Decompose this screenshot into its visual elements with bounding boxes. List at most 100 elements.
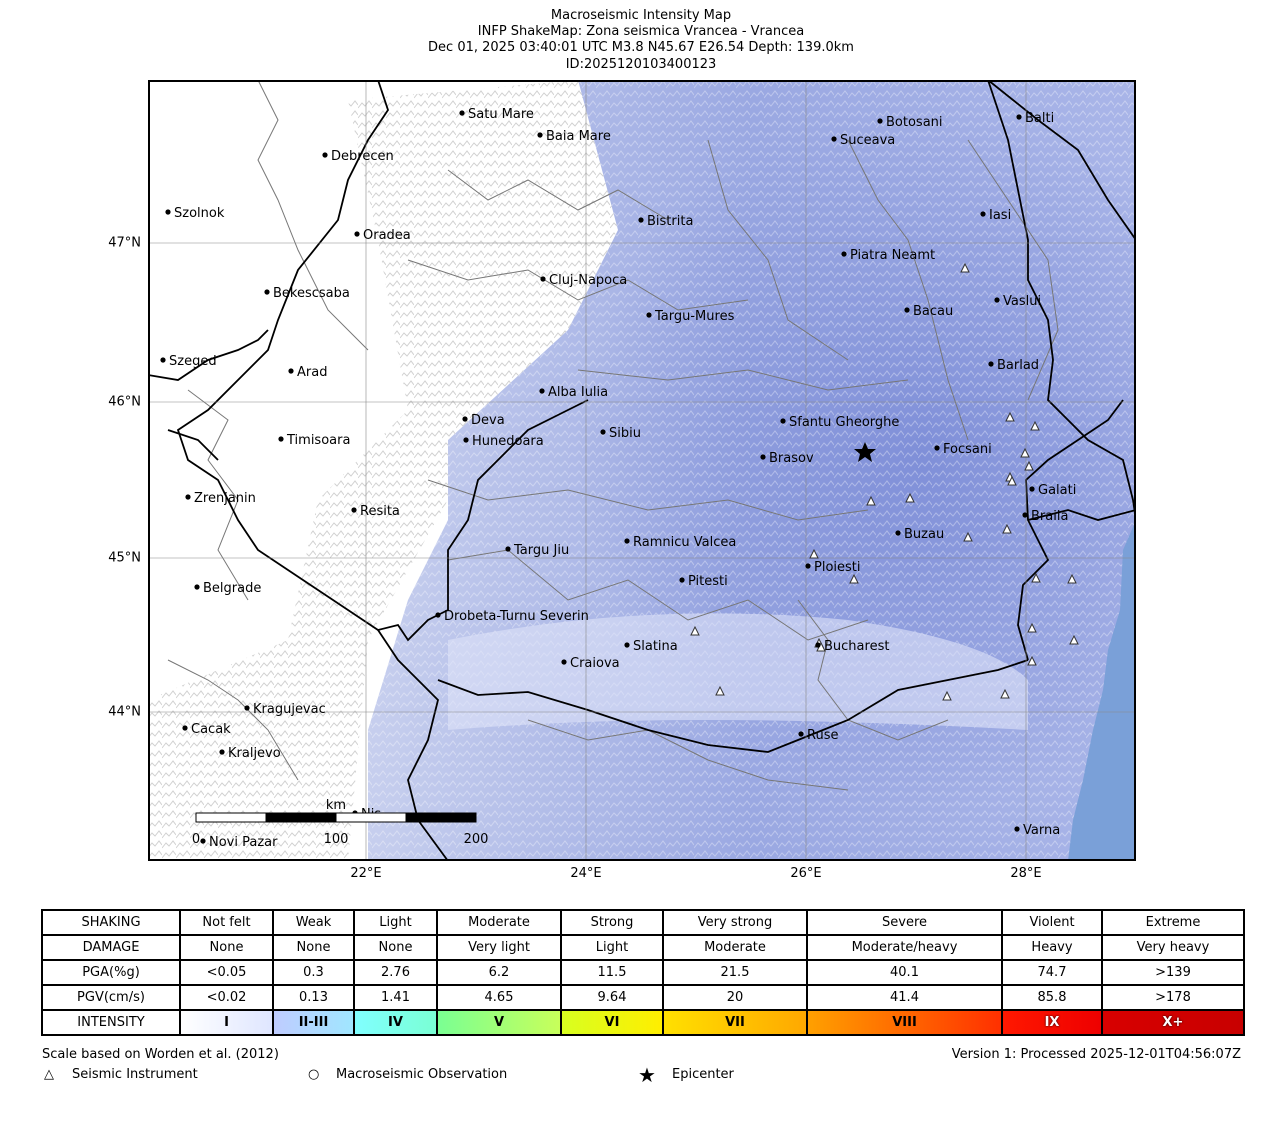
legend-cell: None	[353, 934, 438, 961]
scale-label-0: 0	[192, 832, 200, 847]
city-label: Satu Mare	[468, 107, 534, 122]
city-satu-mare: Satu Mare	[459, 107, 534, 122]
city-cluj-napoca: Cluj-Napoca	[540, 273, 627, 288]
city-slatina: Slatina	[624, 639, 678, 654]
city-label: Deva	[471, 413, 505, 428]
city-label: Barlad	[997, 358, 1039, 373]
city-bacau: Bacau	[904, 304, 953, 319]
city-label: Ploiesti	[814, 560, 861, 575]
city-label: Sibiu	[609, 426, 641, 441]
lon-tick-28: 28°E	[1010, 866, 1042, 881]
key-epicenter: Epicenter	[672, 1067, 734, 1082]
lat-tick-47: 47°N	[108, 235, 141, 251]
city-szolnok: Szolnok	[165, 206, 225, 221]
city-label: Szolnok	[174, 206, 225, 221]
station-triangle	[1005, 411, 1015, 422]
legend-cell: Not felt	[179, 909, 274, 936]
city-label: Bekescsaba	[273, 286, 350, 301]
city-barlad: Barlad	[988, 358, 1039, 373]
city-label: Arad	[297, 365, 327, 380]
seismic-stations	[690, 262, 1079, 701]
city-label: Vaslui	[1003, 294, 1041, 309]
city-buzau: Buzau	[895, 527, 944, 542]
scale-unit: km	[326, 798, 346, 813]
star-icon: ★	[638, 1063, 656, 1087]
city-galati: Galati	[1029, 483, 1076, 498]
legend-row-label: SHAKING	[41, 909, 181, 936]
city-deva: Deva	[462, 413, 505, 428]
city-label: Ramnicu Valcea	[633, 535, 736, 550]
legend-row-label: PGV(cm/s)	[41, 984, 181, 1011]
map-subtitle: INFP ShakeMap: Zona seismica Vrancea - V…	[477, 24, 805, 39]
city-label: Baia Mare	[546, 129, 611, 144]
station-triangle	[866, 495, 876, 506]
city-label: Cluj-Napoca	[549, 273, 627, 288]
epicenter-star	[854, 442, 876, 462]
city-bekescsaba: Bekescsaba	[264, 286, 350, 301]
station-triangle	[960, 262, 970, 273]
city-label: Sfantu Gheorghe	[789, 415, 899, 430]
graticule	[148, 80, 1136, 861]
danube-plain	[448, 613, 1028, 730]
legend-cell: None	[272, 934, 355, 961]
legend-cell: 6.2	[436, 959, 562, 986]
legend-cell: Light	[353, 909, 438, 936]
intensity-map[interactable]: Satu Mare Baia Mare Debrecen Botosani Balti S…	[148, 80, 1136, 861]
legend-cell: 11.5	[560, 959, 664, 986]
city-label: Balti	[1025, 111, 1054, 126]
legend-row-shaking: SHAKING Not felt Weak Light Moderate Strong Ve…	[41, 909, 1245, 936]
legend-cell: None	[179, 934, 274, 961]
map-title: Macroseismic Intensity Map	[550, 8, 732, 23]
city-cacak: Cacak	[182, 722, 231, 737]
legend-cell: Very heavy	[1101, 934, 1245, 961]
station-triangle	[809, 548, 819, 559]
intensity-cell: IX	[1001, 1009, 1103, 1036]
intensity-cell: II-III	[272, 1009, 355, 1036]
legend-cell: 40.1	[806, 959, 1003, 986]
scale-label-100: 100	[324, 832, 349, 847]
key-observation: Macroseismic Observation	[336, 1067, 508, 1082]
lat-tick-44: 44°N	[108, 704, 141, 720]
station-triangle	[1069, 634, 1079, 645]
station-triangle	[963, 531, 973, 542]
city-label: Alba Iulia	[548, 385, 608, 400]
city-ruse: Ruse	[798, 728, 838, 743]
city-label: Belgrade	[203, 581, 261, 596]
city-kragujevac: Kragujevac	[244, 702, 326, 717]
legend-cell: >178	[1101, 984, 1245, 1011]
lon-tick-26: 26°E	[790, 866, 822, 881]
station-triangle	[1067, 573, 1077, 584]
station-triangle	[1020, 447, 1030, 458]
city-label: Brasov	[769, 451, 814, 466]
city-zrenjanin: Zrenjanin	[185, 491, 256, 506]
legend-row-pgvcms: PGV(cm/s) <0.02 0.13 1.41 4.65 9.64 20 41.4 85.8…	[41, 984, 1245, 1011]
legend-cell: 4.65	[436, 984, 562, 1011]
city-novi-pazar: Novi Pazar	[200, 835, 278, 850]
station-triangle	[1024, 460, 1034, 471]
lat-tick-45: 45°N	[108, 550, 141, 566]
legend-row-label: DAMAGE	[41, 934, 181, 961]
scale-bar: km 0 100 200	[192, 798, 489, 847]
legend-cell: 0.3	[272, 959, 355, 986]
city-iasi: Iasi	[980, 208, 1011, 223]
city-label: Debrecen	[331, 149, 394, 164]
city-label: Hunedoara	[472, 434, 544, 449]
city-brasov: Brasov	[760, 451, 814, 466]
city-label: Zrenjanin	[194, 491, 256, 506]
city-bucharest: Bucharest	[815, 639, 889, 654]
city-belgrade: Belgrade	[194, 581, 261, 596]
city-label: Targu Jiu	[513, 543, 569, 558]
legend-row-label: PGA(%g)	[41, 959, 181, 986]
city-label: Resita	[360, 504, 400, 519]
version-info: Version 1: Processed 2025-12-01T04:56:07…	[951, 1047, 1241, 1062]
legend-cell: 20	[662, 984, 808, 1011]
country-borders	[148, 80, 1136, 861]
city-ploiesti: Ploiesti	[805, 560, 861, 575]
legend-cell: Moderate/heavy	[806, 934, 1003, 961]
city-label: Szeged	[169, 354, 217, 369]
station-triangle	[1027, 655, 1037, 666]
legend-cell: Very light	[436, 934, 562, 961]
city-szeged: Szeged	[160, 354, 217, 369]
legend-cell: 85.8	[1001, 984, 1103, 1011]
legend-cell: Violent	[1001, 909, 1103, 936]
